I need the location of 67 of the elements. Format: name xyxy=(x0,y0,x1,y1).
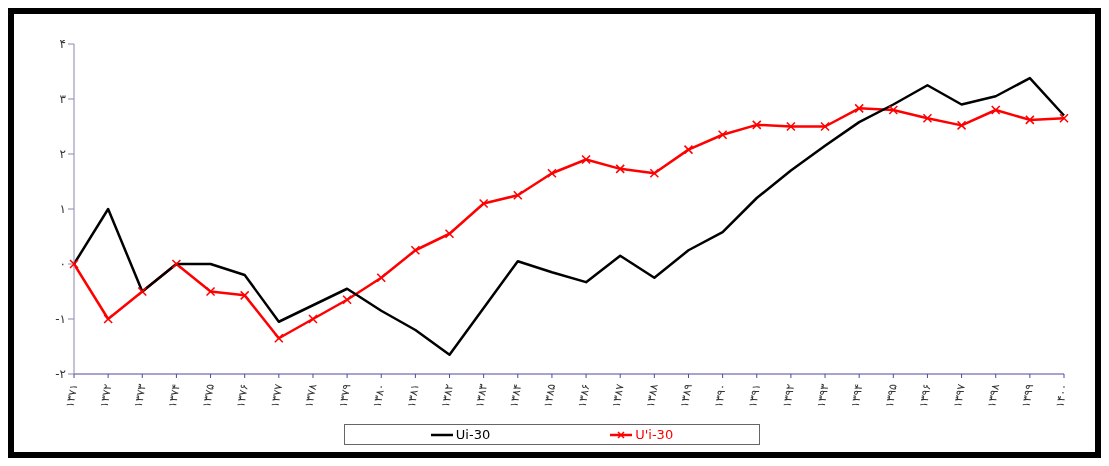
x-tick-label: ۱۳۷۲ xyxy=(97,382,115,409)
point xyxy=(342,295,352,305)
point xyxy=(649,168,660,178)
point xyxy=(717,130,728,140)
x-tick-label: ۱۳۹۷ xyxy=(951,382,968,409)
point xyxy=(274,333,284,343)
point xyxy=(956,120,967,131)
x-tick-label: ۱۳۸۴ xyxy=(507,382,525,409)
x-tick-label: ۱۳۸۹ xyxy=(677,382,695,409)
x-tick-label: ۱۳۹۶ xyxy=(916,382,934,409)
x-tick-label: ۱۳۷۷ xyxy=(268,382,286,409)
y-tick-label: ۴ xyxy=(59,37,66,52)
point xyxy=(69,259,79,269)
point xyxy=(820,121,830,132)
x-tick-label: ۱۳۹۴ xyxy=(848,382,866,409)
x-tick-label: ۱۳۹۹ xyxy=(1019,382,1037,409)
y-tick-label: ۲ xyxy=(59,147,66,162)
x-tick-label: ۱۳۸۲ xyxy=(439,382,456,409)
x-tick-label: ۱۳۹۱ xyxy=(746,382,764,409)
y-tick-label: -۲ xyxy=(55,367,66,382)
x-tick-label: ۱۳۸۸ xyxy=(643,382,661,409)
x-tick-label: ۱۳۸۷ xyxy=(609,382,627,409)
point xyxy=(171,259,182,269)
y-tick-label: -۱ xyxy=(55,312,66,327)
x-tick-label: ۱۳۷۴ xyxy=(165,382,183,409)
x-tick-label: ۱۳۸۰ xyxy=(370,382,388,409)
x-tick-label: ۱۳۷۳ xyxy=(131,382,149,409)
x-tick-label: ۱۳۸۳ xyxy=(473,382,491,409)
point xyxy=(444,229,455,239)
x-tick-label: ۱۴۰۰ xyxy=(1053,382,1071,409)
point xyxy=(513,190,523,200)
point xyxy=(922,113,933,123)
point xyxy=(615,164,625,174)
x-tick-label: ۱۳۹۰ xyxy=(712,382,730,409)
y-tick-label: ۳ xyxy=(59,92,67,107)
point xyxy=(547,168,557,178)
x-tick-label: ۱۳۷۶ xyxy=(234,382,252,409)
legend-label: U'i-30 xyxy=(634,427,674,442)
x-tick-label: ۱۳۷۹ xyxy=(336,382,354,409)
x-tick-label: ۱۳۹۸ xyxy=(985,382,1003,409)
y-tick-label: ۰ xyxy=(59,257,66,272)
point xyxy=(854,103,864,114)
point xyxy=(752,120,762,130)
x-tick-label: ۱۳۸۱ xyxy=(404,382,422,409)
point xyxy=(205,286,216,297)
y-tick-label: ۱ xyxy=(59,202,66,217)
x-tick-label: ۱۳۷۵ xyxy=(200,382,217,409)
x-tick-label: ۱۳۷۱ xyxy=(63,382,81,409)
x-tick-label: ۱۳۷۸ xyxy=(302,382,320,409)
x-tick-label: ۱۳۸۵ xyxy=(541,382,559,409)
point xyxy=(1025,115,1035,125)
point xyxy=(683,144,694,155)
x-tick-label: ۱۳۹۲ xyxy=(780,382,798,409)
point xyxy=(376,273,386,283)
point xyxy=(239,290,250,301)
x-tick-label: ۱۳۹۵ xyxy=(882,382,900,409)
x-tick-label: ۱۳۸۶ xyxy=(575,382,593,409)
point xyxy=(581,154,591,165)
point xyxy=(137,286,148,297)
legend-label: Ui-30 xyxy=(454,427,491,442)
point xyxy=(990,105,1001,115)
point xyxy=(786,121,796,132)
point xyxy=(308,314,318,324)
x-tick-label: ۱۳۹۳ xyxy=(814,382,832,409)
point xyxy=(1059,113,1069,123)
point xyxy=(410,245,421,255)
point xyxy=(888,105,899,115)
